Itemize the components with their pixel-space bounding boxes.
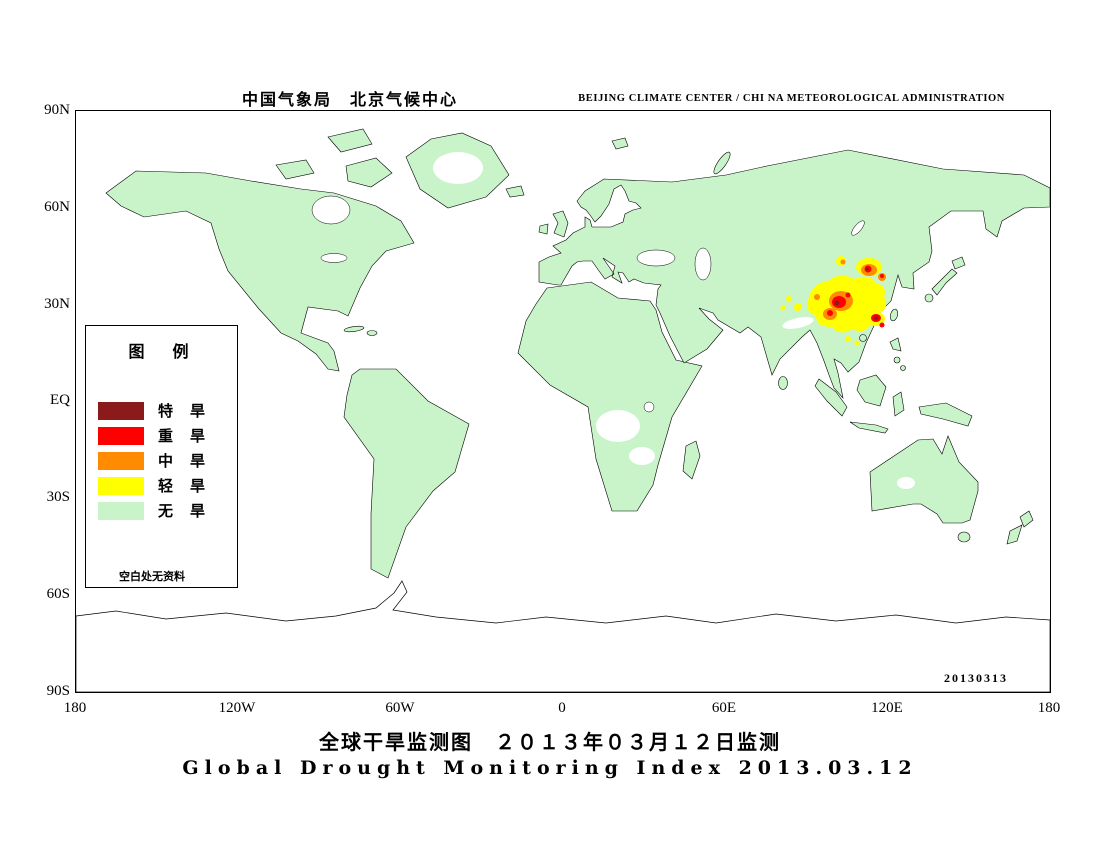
island-ireland: [538, 223, 549, 235]
lake-baikal: [851, 220, 865, 236]
legend-swatch-none: [98, 501, 144, 520]
legend-label-none: 无 旱: [158, 503, 207, 520]
caspian-sea: [694, 247, 712, 281]
great-lakes: [320, 253, 348, 263]
island-nz-north: [1019, 510, 1034, 528]
island-nz-south: [1006, 524, 1023, 545]
hudson-bay: [311, 195, 351, 225]
legend-item: 中 旱: [86, 448, 237, 473]
island-sumatra: [814, 378, 848, 417]
legend-item: 无 旱: [86, 498, 237, 523]
legend-item: 特 旱: [86, 398, 237, 423]
lake-victoria: [643, 401, 655, 413]
legend-rows: 特 旱 重 旱 中 旱 轻 旱 无 旱: [86, 398, 237, 523]
footer-title-en: Global Drought Monitoring Index 2013.03.…: [182, 757, 918, 779]
black-sea: [636, 249, 676, 267]
lon-label-180e: 180: [1037, 700, 1061, 716]
lon-label-120w: 120W: [218, 700, 256, 716]
lat-label-90s: 90S: [46, 683, 70, 699]
greenland-icecap: [433, 152, 483, 184]
lat-label-30n: 30N: [44, 296, 70, 312]
lat-label-30s: 30S: [46, 489, 70, 505]
world-map: [76, 128, 1050, 692]
map-datestamp: 20130313: [944, 671, 1008, 685]
island-hainan: [859, 334, 867, 342]
continent-eurasia: [538, 149, 1050, 400]
congo-nodata: [596, 410, 640, 442]
island-kyushu: [924, 293, 934, 303]
footer-title-cn: 全球干旱监测图 ２０１３年０３月１２日监测: [319, 732, 781, 754]
island-tasmania: [957, 531, 971, 543]
australia-nodata: [897, 477, 915, 489]
island-baffin: [345, 157, 393, 188]
island-honshu: [931, 268, 958, 296]
legend-label-extreme: 特 旱: [158, 403, 207, 420]
island-java: [849, 421, 889, 434]
lon-label-180w: 180: [63, 700, 87, 716]
island-madagascar: [682, 440, 701, 480]
island-novaya-zemlya: [713, 151, 731, 175]
header-title-en: BEIJING CLIMATE CENTER / CHI NA METEOROL…: [578, 93, 1005, 104]
island-visayas: [893, 356, 901, 364]
legend-item: 重 旱: [86, 423, 237, 448]
legend-label-severe: 重 旱: [158, 428, 207, 445]
lat-label-60s: 60S: [46, 586, 70, 602]
island-sri-lanka: [778, 376, 788, 390]
continents: [105, 128, 1050, 579]
legend-note: 空白处无资料: [119, 571, 185, 583]
legend-label-light: 轻 旱: [158, 478, 207, 495]
island-new-guinea: [918, 402, 973, 427]
lon-label-60w: 60W: [385, 700, 415, 716]
island-luzon: [889, 337, 902, 352]
island-great-britain: [552, 210, 569, 238]
lat-label-90n: 90N: [44, 102, 70, 118]
lon-label-0: 0: [558, 700, 566, 716]
lon-label-120e: 120E: [871, 700, 903, 716]
drought-extreme-areas: [834, 267, 878, 320]
legend-swatch-severe: [98, 426, 144, 445]
legend-swatch-moderate: [98, 451, 144, 470]
island-sulawesi: [892, 391, 905, 417]
lat-label-eq: EQ: [50, 392, 70, 408]
legend-item: 轻 旱: [86, 473, 237, 498]
lakes: [311, 195, 865, 413]
lat-label-60n: 60N: [44, 199, 70, 215]
continent-south-america: [343, 368, 470, 579]
island-hokkaido: [951, 256, 966, 270]
island-hispaniola: [366, 330, 378, 336]
legend-label-moderate: 中 旱: [158, 453, 207, 470]
continent-australia: [869, 435, 979, 524]
island-victoria: [275, 159, 315, 180]
island-svalbard: [611, 137, 629, 150]
header-title-cn: 中国气象局 北京气候中心: [241, 92, 458, 109]
island-mindanao: [900, 365, 906, 371]
island-borneo: [856, 374, 887, 407]
island-ellesmere: [327, 128, 373, 153]
legend-swatch-extreme: [98, 401, 144, 420]
continent-antarctica: [76, 580, 1050, 692]
continent-africa: [517, 281, 703, 512]
island-cuba: [343, 325, 365, 333]
island-taiwan: [889, 308, 899, 322]
lon-label-60e: 60E: [711, 700, 737, 716]
legend-title: 图 例: [128, 344, 195, 361]
no-data-patches: [433, 152, 915, 489]
island-iceland: [505, 185, 525, 198]
himalaya-nodata: [782, 317, 814, 329]
legend-box: 图 例 特 旱 重 旱 中 旱 轻 旱 无 旱 空白处无资料: [85, 325, 238, 588]
drought-overlay: [780, 256, 887, 346]
angola-nodata: [629, 447, 655, 465]
legend-swatch-light: [98, 476, 144, 495]
